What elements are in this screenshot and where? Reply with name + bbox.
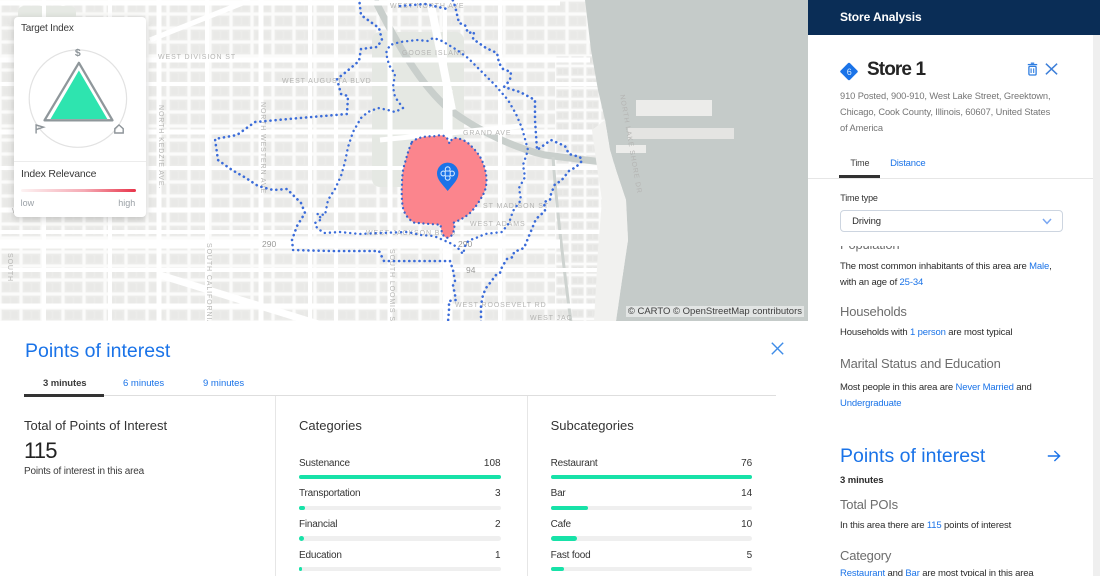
svg-text:WEST ROOSEVELT RD: WEST ROOSEVELT RD	[455, 302, 547, 309]
svg-text:SOUTH LOOMIS ST: SOUTH LOOMIS ST	[388, 249, 395, 321]
svg-text:6: 6	[847, 66, 852, 76]
svg-text:WEST DIVISION ST: WEST DIVISION ST	[158, 54, 236, 61]
svg-text:WEST AUGUSTA BLVD: WEST AUGUSTA BLVD	[282, 78, 372, 85]
svg-text:290: 290	[262, 239, 276, 249]
svg-text:290: 290	[458, 239, 472, 249]
svg-text:SOUTH: SOUTH	[6, 253, 13, 282]
svg-text:WEST ADAMS: WEST ADAMS	[470, 221, 526, 228]
svg-text:WEST NORTH AVE: WEST NORTH AVE	[390, 3, 464, 10]
svg-text:$: $	[75, 47, 81, 59]
svg-text:SOUTH CALIFORNIA AVE: SOUTH CALIFORNIA AVE	[205, 243, 212, 321]
svg-text:GRAND AVE: GRAND AVE	[463, 130, 511, 137]
svg-text:WEST JAC: WEST JAC	[530, 315, 572, 321]
svg-text:GOOSE ISLAND: GOOSE ISLAND	[402, 50, 466, 57]
svg-text:NORTH WESTERN AVE: NORTH WESTERN AVE	[259, 102, 266, 194]
svg-text:94: 94	[466, 265, 476, 275]
svg-text:NORTH KEDZIE AVE.: NORTH KEDZIE AVE.	[157, 105, 164, 189]
